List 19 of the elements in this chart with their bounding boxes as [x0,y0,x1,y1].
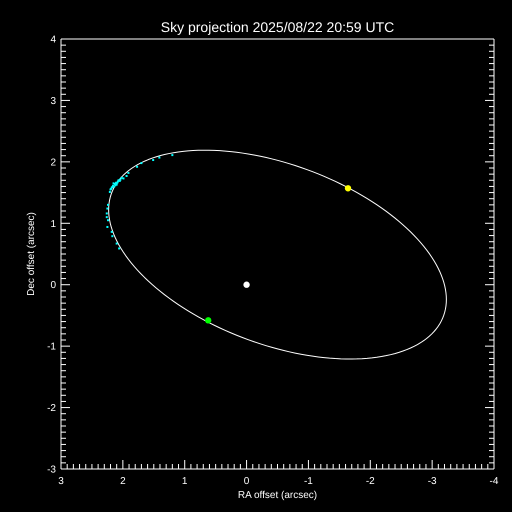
y-tick-label: 1 [50,218,56,230]
y-tick-label: -1 [47,342,56,353]
x-tick-label: 2 [120,476,126,488]
x-tick-label: -3 [428,476,438,488]
x-tick-label: 3 [58,476,64,488]
y-tick-label: 3 [50,96,56,107]
y-tick-label: 2 [50,157,56,168]
y-axis-title: Dec offset (arcsec) [26,212,37,296]
chart-title: Sky projection 2025/08/22 20:59 UTC [160,19,394,35]
y-tick-label: 4 [50,34,56,46]
y-tick-label: -3 [47,464,56,476]
x-tick-label: 1 [182,476,188,488]
x-tick-label: -2 [366,476,376,488]
x-tick-label: 0 [244,476,250,488]
x-tick-label: -4 [490,476,499,488]
y-tick-label: -2 [47,403,56,414]
y-tick-label: 0 [50,280,56,292]
x-tick-label: -1 [304,476,314,488]
x-axis-title: RA offset (arcsec) [238,490,318,501]
